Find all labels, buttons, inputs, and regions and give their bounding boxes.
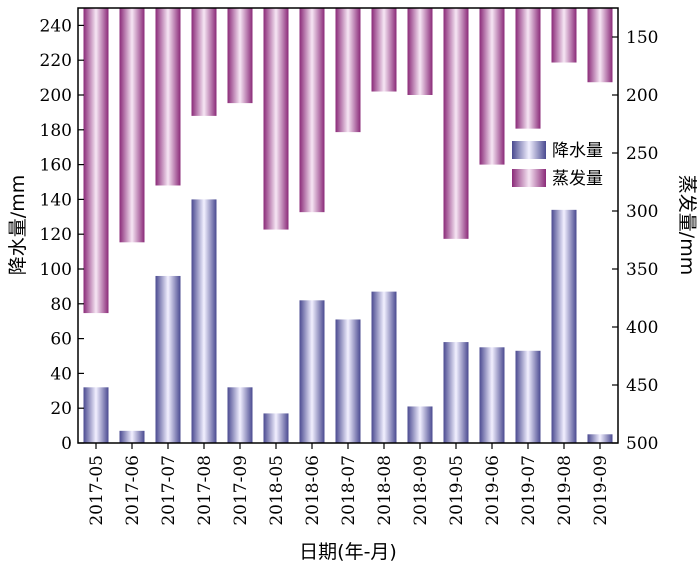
legend-label-evaporation: 蒸发量 bbox=[552, 169, 603, 189]
left-tick-label-100: 100 bbox=[40, 260, 72, 280]
left-tick-label-220: 220 bbox=[40, 51, 72, 71]
evaporation-bar-2018-05 bbox=[263, 8, 289, 230]
legend-swatch-evaporation bbox=[512, 169, 546, 187]
precipitation-bar-2019-08 bbox=[551, 209, 577, 443]
evaporation-bar-2017-06 bbox=[119, 8, 145, 243]
precipitation-bar-2017-07 bbox=[155, 275, 181, 443]
evaporation-bar-2019-08 bbox=[551, 8, 577, 63]
x-tick-label-2017-08: 2017-08 bbox=[195, 455, 215, 526]
evaporation-bar-2017-09 bbox=[227, 8, 253, 104]
precipitation-bar-2017-05 bbox=[83, 387, 109, 443]
precipitation-bar-2017-09 bbox=[227, 387, 253, 443]
evaporation-bar-2017-05 bbox=[83, 8, 109, 314]
precipitation-bar-2018-05 bbox=[263, 413, 289, 443]
right-tick-label-450: 450 bbox=[626, 376, 658, 396]
evaporation-bars bbox=[83, 8, 613, 314]
precipitation-bar-2019-09 bbox=[587, 434, 613, 443]
x-tick-label-2018-09: 2018-09 bbox=[411, 455, 431, 526]
evaporation-bar-2019-05 bbox=[443, 8, 469, 239]
evaporation-bar-2019-07 bbox=[515, 8, 541, 129]
precipitation-bars bbox=[83, 199, 613, 443]
y-axis-title-left: 降水量/mm bbox=[7, 175, 29, 275]
right-axis: 150 200 250 300 350 400 450 500 bbox=[612, 28, 658, 454]
left-tick-label-180: 180 bbox=[40, 121, 72, 141]
left-axis: 0 20 40 60 80 100 120 140 160 180 200 220 240 bbox=[40, 16, 84, 454]
precipitation-bar-2018-07 bbox=[335, 319, 361, 443]
legend: 降水量 蒸发量 bbox=[512, 141, 603, 189]
precipitation-bar-2019-05 bbox=[443, 342, 469, 443]
evaporation-bar-2018-08 bbox=[371, 8, 397, 92]
right-tick-label-400: 400 bbox=[626, 318, 658, 338]
x-tick-label-2018-05: 2018-05 bbox=[267, 455, 287, 526]
x-axis-title: 日期(年-月) bbox=[299, 541, 397, 563]
precipitation-bar-2017-08 bbox=[191, 199, 217, 443]
evaporation-bar-2019-09 bbox=[587, 8, 613, 83]
left-tick-label-160: 160 bbox=[40, 156, 72, 176]
right-tick-label-500: 500 bbox=[626, 434, 658, 454]
x-tick-label-2018-07: 2018-07 bbox=[339, 455, 359, 526]
evaporation-bar-2017-07 bbox=[155, 8, 181, 186]
right-tick-label-200: 200 bbox=[626, 86, 658, 106]
evaporation-bar-2018-06 bbox=[299, 8, 325, 213]
left-tick-label-240: 240 bbox=[40, 16, 72, 36]
x-tick-label-2018-06: 2018-06 bbox=[303, 455, 323, 526]
evaporation-bar-2019-06 bbox=[479, 8, 505, 165]
evaporation-bar-2018-09 bbox=[407, 8, 433, 95]
y-axis-title-right: 蒸发量/mm bbox=[676, 175, 698, 275]
evaporation-bar-2018-07 bbox=[335, 8, 361, 133]
x-tick-label-2019-06: 2019-06 bbox=[483, 455, 503, 526]
precipitation-bar-2017-06 bbox=[119, 430, 145, 443]
right-tick-label-250: 250 bbox=[626, 144, 658, 164]
x-tick-label-2017-05: 2017-05 bbox=[87, 455, 107, 526]
right-tick-label-300: 300 bbox=[626, 202, 658, 222]
x-tick-label-2017-06: 2017-06 bbox=[123, 455, 143, 526]
x-tick-label-2017-09: 2017-09 bbox=[231, 455, 251, 526]
left-tick-label-80: 80 bbox=[50, 295, 72, 315]
x-tick-label-2019-08: 2019-08 bbox=[555, 455, 575, 526]
precipitation-bar-2018-09 bbox=[407, 406, 433, 443]
legend-swatch-precipitation bbox=[512, 141, 546, 159]
left-tick-label-0: 0 bbox=[61, 434, 72, 454]
precipitation-bar-2018-06 bbox=[299, 300, 325, 443]
left-tick-label-200: 200 bbox=[40, 86, 72, 106]
x-tick-label-2017-07: 2017-07 bbox=[159, 455, 179, 526]
x-tick-label-2019-09: 2019-09 bbox=[591, 455, 611, 526]
right-tick-label-150: 150 bbox=[626, 28, 658, 48]
evaporation-bar-2017-08 bbox=[191, 8, 217, 116]
x-axis: 2017-05 2017-06 2017-07 2017-08 2017-09 2018-… bbox=[87, 443, 611, 526]
precipitation-bar-2019-06 bbox=[479, 347, 505, 443]
x-tick-label-2019-05: 2019-05 bbox=[447, 455, 467, 526]
precipitation-bar-2018-08 bbox=[371, 291, 397, 443]
left-tick-label-40: 40 bbox=[50, 364, 72, 384]
left-tick-label-140: 140 bbox=[40, 190, 72, 210]
legend-label-precipitation: 降水量 bbox=[552, 141, 603, 161]
left-tick-label-20: 20 bbox=[50, 399, 72, 419]
x-tick-label-2019-07: 2019-07 bbox=[519, 455, 539, 526]
left-tick-label-60: 60 bbox=[50, 330, 72, 350]
precipitation-bar-2019-07 bbox=[515, 350, 541, 443]
x-tick-label-2018-08: 2018-08 bbox=[375, 455, 395, 526]
right-tick-label-350: 350 bbox=[626, 260, 658, 280]
left-tick-label-120: 120 bbox=[40, 225, 72, 245]
